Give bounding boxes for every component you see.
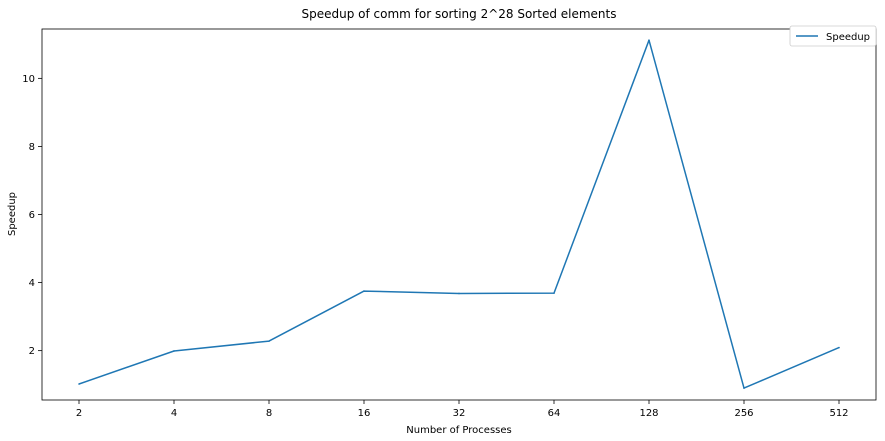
data-point [743, 387, 745, 389]
y-tick-label: 10 [22, 74, 35, 85]
data-point [363, 290, 365, 292]
x-tick-label: 256 [734, 408, 753, 419]
data-point [553, 292, 555, 294]
plot-area [41, 28, 877, 401]
x-axis-title: Number of Processes [406, 425, 511, 436]
data-point [78, 383, 80, 385]
x-tick-label: 2 [76, 408, 82, 419]
x-tick-label: 64 [548, 408, 561, 419]
x-tick-label: 128 [639, 408, 658, 419]
x-tick-label: 4 [171, 408, 177, 419]
y-tick-label: 4 [29, 278, 35, 289]
y-tick-label: 6 [29, 210, 35, 221]
legend: Speedup [789, 25, 877, 47]
y-axis: 2 4 6 8 10 [22, 74, 42, 357]
chart-title: Speedup of comm for sorting 2^28 Sorted … [301, 7, 616, 21]
x-tick-label: 512 [829, 408, 848, 419]
x-axis: 2 4 8 16 32 64 128 256 512 [76, 400, 849, 419]
legend-box [789, 25, 877, 47]
data-point [458, 292, 460, 295]
data-point [838, 346, 840, 349]
x-tick-label: 8 [266, 408, 272, 419]
data-point [648, 39, 650, 42]
x-tick-label: 16 [358, 408, 371, 419]
x-tick-label: 32 [453, 408, 466, 419]
series-layer [78, 39, 840, 389]
legend-label: Speedup [826, 32, 870, 43]
y-axis-title: Speedup [7, 192, 18, 236]
data-point [268, 340, 270, 342]
y-tick-label: 8 [29, 142, 35, 153]
data-point [173, 350, 175, 352]
y-tick-label: 2 [29, 346, 35, 357]
